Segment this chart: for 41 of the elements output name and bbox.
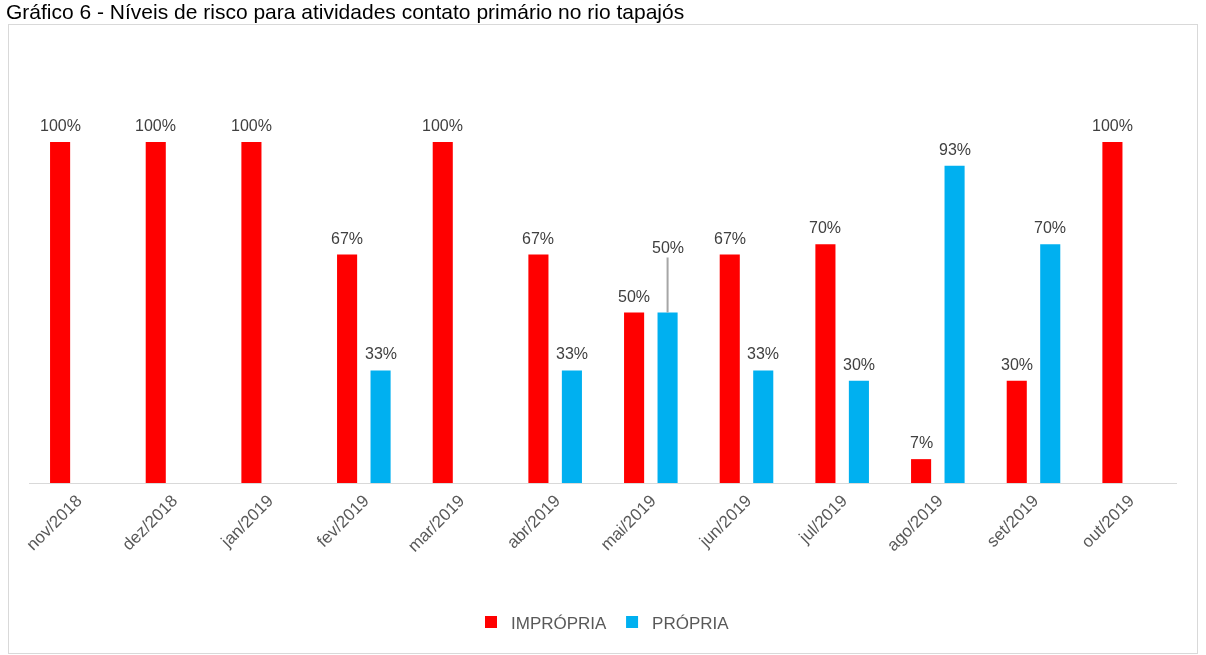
data-label: 70% xyxy=(809,219,842,236)
data-label: 30% xyxy=(1001,356,1034,373)
bar xyxy=(624,312,645,483)
data-label: 33% xyxy=(556,345,589,362)
bar xyxy=(848,380,869,483)
bar xyxy=(370,370,391,483)
data-label: 7% xyxy=(910,434,934,451)
legend-label: IMPRÓPRIA xyxy=(511,613,608,633)
data-label: 70% xyxy=(1034,219,1067,236)
bar xyxy=(241,142,262,483)
data-label: 33% xyxy=(365,345,398,362)
bar xyxy=(657,312,678,483)
bar xyxy=(432,142,453,483)
bar xyxy=(911,459,932,483)
bar xyxy=(337,254,358,483)
bar xyxy=(815,244,836,483)
bar xyxy=(1006,380,1027,483)
data-label: 30% xyxy=(843,356,876,373)
data-label: 100% xyxy=(231,117,272,134)
data-label: 100% xyxy=(40,117,81,134)
bar xyxy=(561,370,582,483)
data-label: 100% xyxy=(1092,117,1133,134)
chart-title: Gráfico 6 - Níveis de risco para atividades contato primário no rio tapajós xyxy=(6,0,685,24)
data-label: 67% xyxy=(522,230,555,247)
data-label: 100% xyxy=(135,117,176,134)
data-label: 67% xyxy=(331,230,364,247)
data-label: 50% xyxy=(618,288,651,305)
bar xyxy=(50,142,71,483)
bar xyxy=(719,254,740,483)
data-label: 50% xyxy=(652,239,685,256)
data-label: 67% xyxy=(714,230,747,247)
bar xyxy=(1040,244,1061,483)
bar xyxy=(1102,142,1123,483)
bar xyxy=(753,370,774,483)
bar xyxy=(528,254,549,483)
bar xyxy=(145,142,166,483)
data-label: 100% xyxy=(422,117,463,134)
legend-label: PRÓPRIA xyxy=(652,613,730,633)
data-label: 93% xyxy=(939,141,972,158)
data-label: 33% xyxy=(747,345,780,362)
bar xyxy=(944,165,965,483)
